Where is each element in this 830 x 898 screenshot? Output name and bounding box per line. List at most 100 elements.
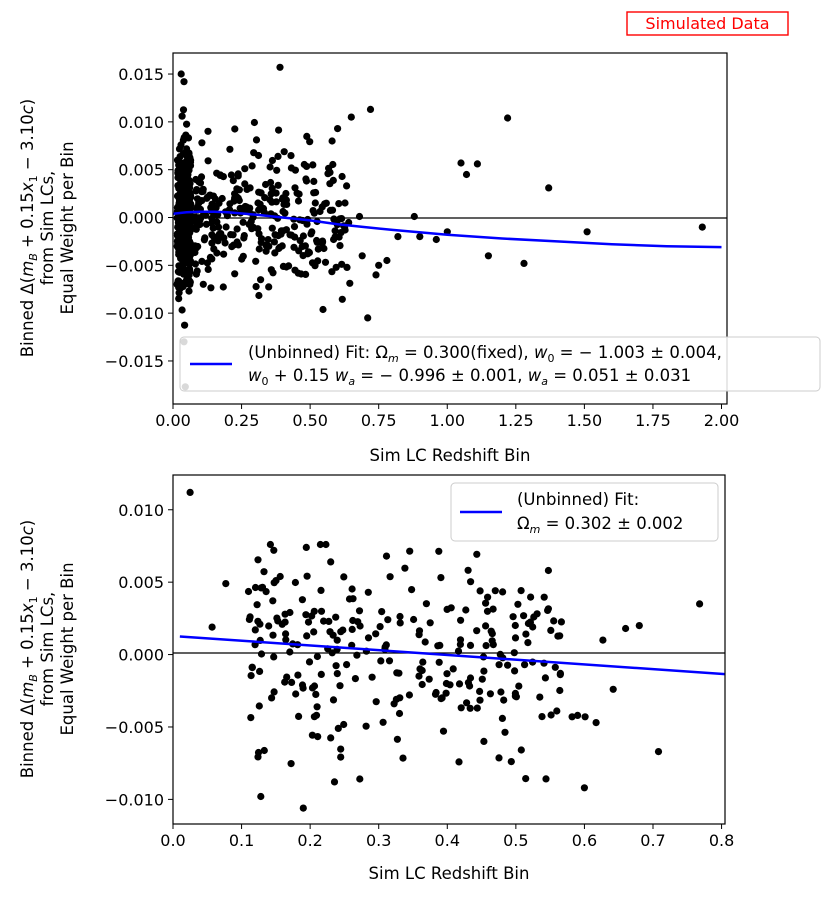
x-tick-label: 0.50 (292, 411, 328, 430)
x-tick-label: 1.25 (498, 411, 534, 430)
data-point (208, 200, 216, 208)
data-point (340, 573, 348, 581)
data-point (520, 259, 528, 267)
data-point (186, 238, 194, 246)
data-point (290, 243, 298, 251)
data-point (282, 630, 290, 638)
data-point (372, 698, 380, 706)
data-point (343, 263, 351, 271)
data-point (307, 230, 315, 238)
data-point (337, 753, 345, 761)
data-point (303, 162, 311, 170)
data-point (258, 583, 267, 591)
data-point (396, 694, 404, 702)
data-point (231, 190, 239, 198)
y-axis-label: Binned Δ(mB + 0.15x1 − 3.10c) from Sim L… (18, 99, 77, 357)
data-point (432, 235, 440, 244)
data-point (240, 234, 248, 242)
y-tick-label: 0.000 (118, 209, 164, 228)
data-point (336, 215, 344, 223)
y-axis-ticks: −0.010 −0.005 0.000 0.005 0.010 (105, 501, 173, 809)
data-point (231, 270, 239, 278)
data-point (495, 754, 503, 762)
y-tick-label: −0.005 (105, 718, 164, 737)
data-point (174, 213, 182, 221)
data-point (304, 618, 313, 626)
data-point (316, 540, 324, 549)
data-point (204, 265, 212, 273)
data-point (219, 283, 227, 291)
data-point (580, 784, 589, 792)
data-point (241, 165, 249, 173)
y-tick-label: 0.000 (118, 646, 164, 665)
data-point (332, 662, 340, 670)
data-point (574, 711, 582, 720)
data-point (592, 719, 600, 727)
data-point (252, 283, 260, 291)
data-point (206, 191, 214, 199)
data-point (255, 245, 263, 253)
data-point (262, 247, 270, 255)
data-point (489, 641, 497, 649)
data-point (401, 564, 409, 572)
data-point (255, 702, 263, 710)
data-point (368, 673, 376, 681)
data-point (186, 184, 194, 192)
data-point (393, 735, 401, 743)
data-point (308, 259, 317, 267)
data-point (421, 638, 429, 646)
data-point (343, 661, 351, 669)
data-point (375, 261, 383, 269)
data-point (241, 180, 249, 188)
data-point (251, 583, 260, 592)
y-tick-label: −0.005 (105, 256, 164, 275)
data-point (511, 621, 519, 630)
data-point (540, 593, 548, 601)
data-point (442, 689, 450, 697)
data-point (281, 610, 289, 618)
data-point (443, 605, 451, 614)
data-point (346, 279, 354, 287)
data-point (270, 546, 278, 554)
data-point (213, 169, 221, 177)
data-point (527, 593, 535, 601)
data-point (498, 714, 506, 723)
data-point (175, 202, 183, 210)
data-point (510, 649, 518, 657)
data-point (462, 606, 470, 614)
data-point (279, 227, 287, 235)
data-point (376, 623, 384, 631)
data-point (314, 245, 322, 253)
data-point (358, 252, 366, 260)
data-point (327, 558, 335, 566)
data-point (254, 617, 262, 625)
x-axis-ticks: 0.00 0.25 0.50 0.75 1.00 1.25 1.50 1.75 2.00 (155, 404, 739, 430)
data-point (343, 182, 351, 190)
data-point (473, 627, 481, 635)
data-point (329, 631, 337, 639)
data-point (186, 488, 194, 496)
data-point (378, 608, 386, 616)
svg-text:Binned Δ(mB + 0.15x1 − 3.10c): Binned Δ(mB + 0.15x1 − 3.10c) (18, 99, 40, 357)
data-point (256, 667, 264, 676)
fit-line (179, 635, 725, 676)
data-point (272, 189, 280, 197)
data-point (253, 601, 261, 609)
data-point (557, 618, 566, 626)
data-point (455, 680, 464, 688)
data-point (207, 284, 215, 292)
data-point (303, 632, 311, 640)
data-point (270, 238, 278, 246)
data-point (399, 754, 407, 762)
data-point (454, 647, 463, 655)
data-points (186, 488, 704, 812)
data-point (487, 627, 495, 635)
simulated-data-badge: Simulated Data (626, 11, 789, 36)
data-point (229, 177, 237, 185)
data-point (265, 283, 273, 291)
data-point (311, 199, 319, 207)
data-point (214, 237, 222, 245)
data-point (491, 587, 499, 595)
data-point (495, 661, 503, 669)
data-point (183, 120, 191, 128)
